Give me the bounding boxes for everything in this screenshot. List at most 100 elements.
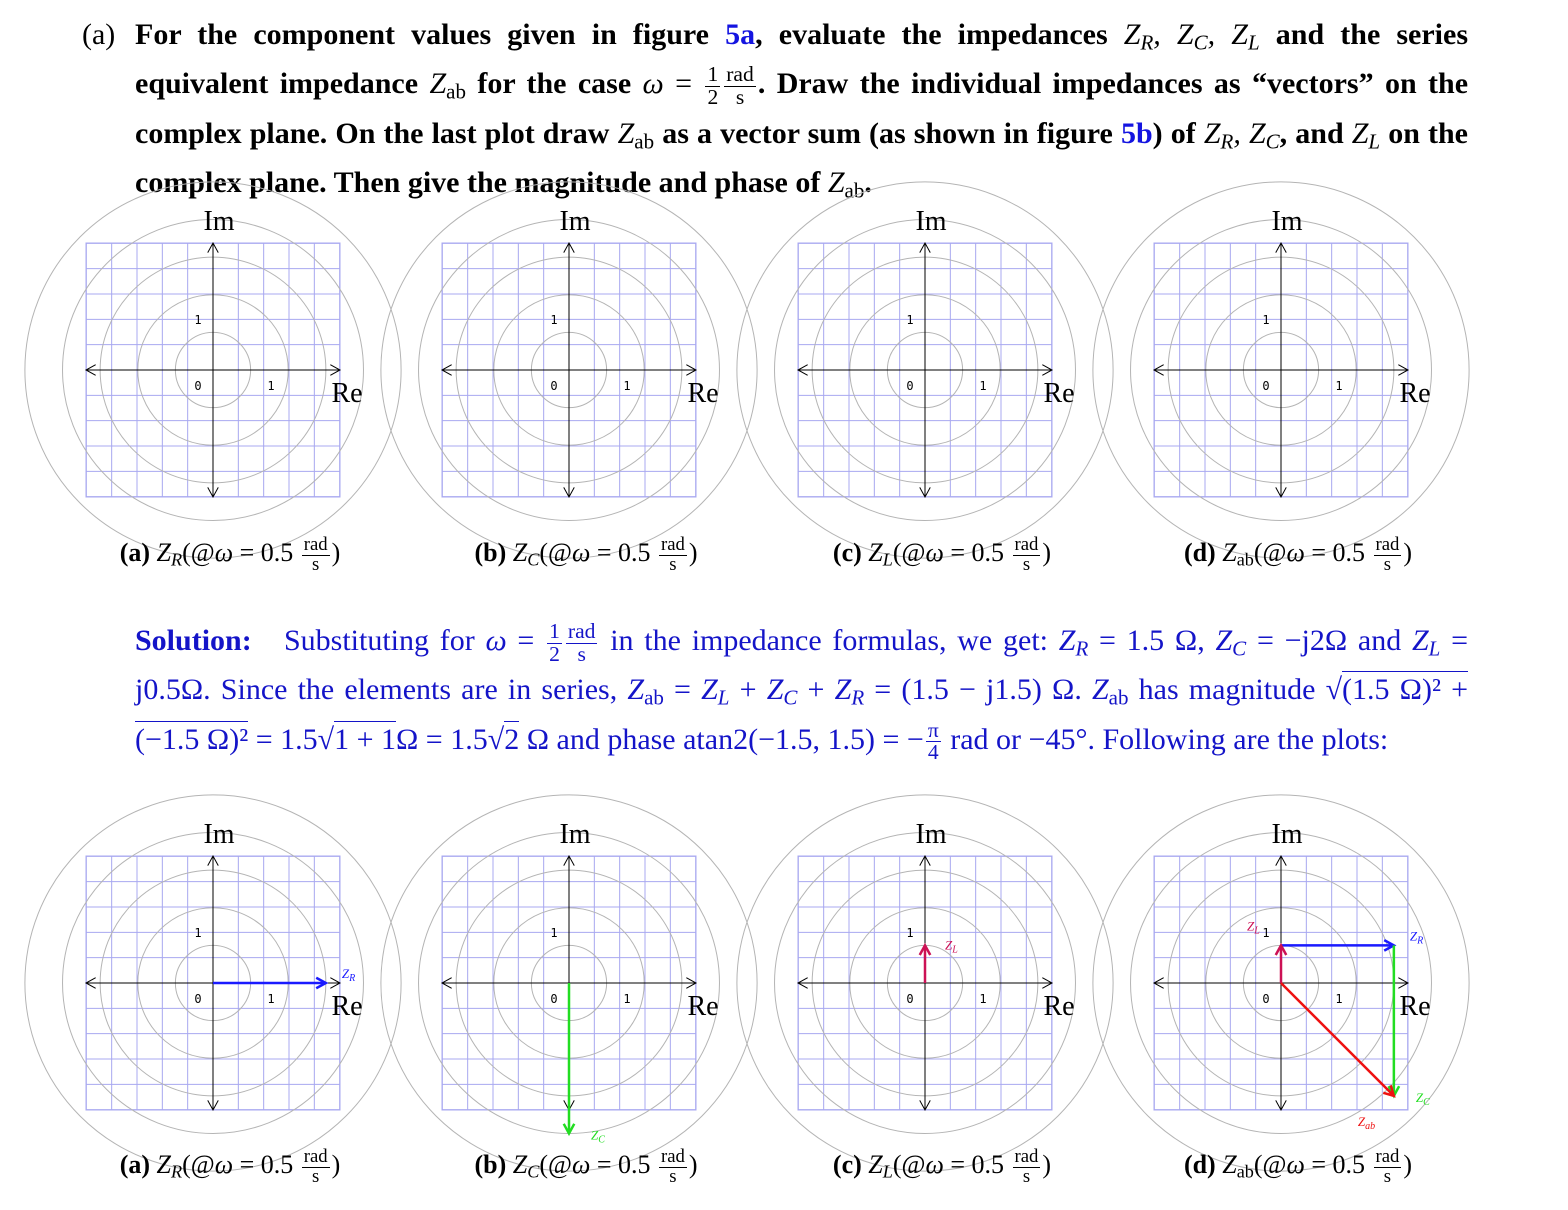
arrow-head [686,977,698,989]
caption-bottom-a: (a) ZR(@ω = 0.5 rad s) [119,1146,341,1187]
magnitude-circle [62,832,364,1134]
axis-label-im: Im [203,819,234,850]
vector-label-zc: ZC [591,1127,605,1145]
magnitude-circle [380,181,758,559]
vector-label-zr: ZR [342,966,355,984]
magnitude-circle [849,294,1001,446]
tick-label-x1: 1 [623,992,630,1006]
vector-zab: Zab [1280,982,1396,1132]
magnitude-circle [24,794,402,1172]
magnitude-circle [1242,331,1320,409]
magnitude-circle [736,181,1114,559]
arrow-head [440,977,452,989]
arrow-head [919,1100,931,1112]
magnitude-circle [174,331,252,409]
caption-top-b: (b) ZC(@ω = 0.5 rad s) [474,534,698,575]
question-label: (a) [82,18,116,51]
magnitude-circle [24,181,402,559]
plot-frame [441,855,697,1111]
magnitude-circle [99,869,327,1097]
plot-frame [441,242,697,498]
axis-label-re: Re [1399,378,1430,409]
tick-label-0: 0 [906,379,913,393]
vector-zl: ZL [1247,918,1288,983]
tick-label-y1: 1 [194,926,201,940]
tick-label-0: 0 [194,992,201,1006]
arrow-head [563,1100,575,1112]
arrow-head [315,976,329,990]
plot-frame [1153,242,1409,498]
vector-label-zab: Zab [1358,1114,1375,1132]
arrow-head [563,241,575,253]
plot-frame [797,242,1053,498]
vector-zc: ZC [562,983,605,1145]
vector-label-zr: ZR [1410,928,1423,946]
arrow-head [796,364,808,376]
arrow-head [563,487,575,499]
magnitude-circle [137,294,289,446]
magnitude-circle [1092,794,1470,1172]
complex-plane-bottom-a: Im Re 0 1 1 ZR [24,794,402,1172]
axis-label-re: Re [687,378,718,409]
caption-bottom-c: (c) ZL(@ω = 0.5 rad s) [832,1146,1052,1187]
arrow-head [1275,854,1287,866]
tick-label-x1: 1 [267,992,274,1006]
tick-label-x1: 1 [1335,379,1342,393]
arrow-head [1382,1084,1396,1098]
tick-label-y1: 1 [1262,313,1269,327]
tick-label-y1: 1 [550,313,557,327]
magnitude-circle [736,794,1114,1172]
arrow-head [796,977,808,989]
caption-bottom-d: (d) Zab(@ω = 0.5 rad s) [1183,1146,1413,1187]
tick-label-0: 0 [1262,992,1269,1006]
question-text: For the component values given in figure… [135,18,1469,202]
complex-plane-bottom-d: Im Re 0 1 1 ZR ZL ZC Zab [1092,794,1470,1172]
arrow-head [1398,977,1410,989]
magnitude-circle [1130,219,1432,521]
caption-top-a: (a) ZR(@ω = 0.5 rad s) [119,534,341,575]
magnitude-circle [1205,907,1357,1059]
plot-frame [797,855,1053,1111]
arrow-head [207,241,219,253]
axis-label-re: Re [331,378,362,409]
tick-label-0: 0 [550,992,557,1006]
magnitude-circle [493,907,645,1059]
vector-zr: ZR [1281,928,1423,952]
arrow-head [1042,977,1054,989]
magnitude-circle [1130,832,1432,1134]
arrow-head [919,487,931,499]
solution-text: Solution: Substituting for ω = 1 2 rad s in… [135,619,1469,765]
vector-zl: ZL [918,937,958,983]
axis-label-im: Im [915,819,946,850]
magnitude-circle [849,907,1001,1059]
axis-label-im: Im [559,819,590,850]
tick-label-y1: 1 [194,313,201,327]
magnitude-circle [811,256,1039,484]
arrow-head [1387,1085,1401,1099]
axis-label-im: Im [1271,819,1302,850]
solution-title: Solution: [135,624,252,657]
arrow-head [330,977,342,989]
figure-link-5a[interactable]: 5a [725,18,756,51]
vector-zr: ZR [213,966,355,990]
magnitude-circle [886,944,964,1022]
magnitude-circle [530,944,608,1022]
axis-label-re: Re [1399,991,1430,1022]
magnitude-circle [380,794,758,1172]
arrow-head [207,487,219,499]
axis-label-re: Re [331,991,362,1022]
tick-label-y1: 1 [906,313,913,327]
vector-line [1280,982,1395,1097]
caption-top-d: (d) Zab(@ω = 0.5 rad s) [1183,534,1413,575]
figure-link-5b[interactable]: 5b [1120,116,1153,150]
tick-label-x1: 1 [979,992,986,1006]
arrow-head [207,1100,219,1112]
magnitude-circle [137,907,289,1059]
tick-label-x1: 1 [1335,992,1342,1006]
magnitude-circle [1205,294,1357,446]
magnitude-circle [418,832,720,1134]
magnitude-circle [1242,944,1320,1022]
